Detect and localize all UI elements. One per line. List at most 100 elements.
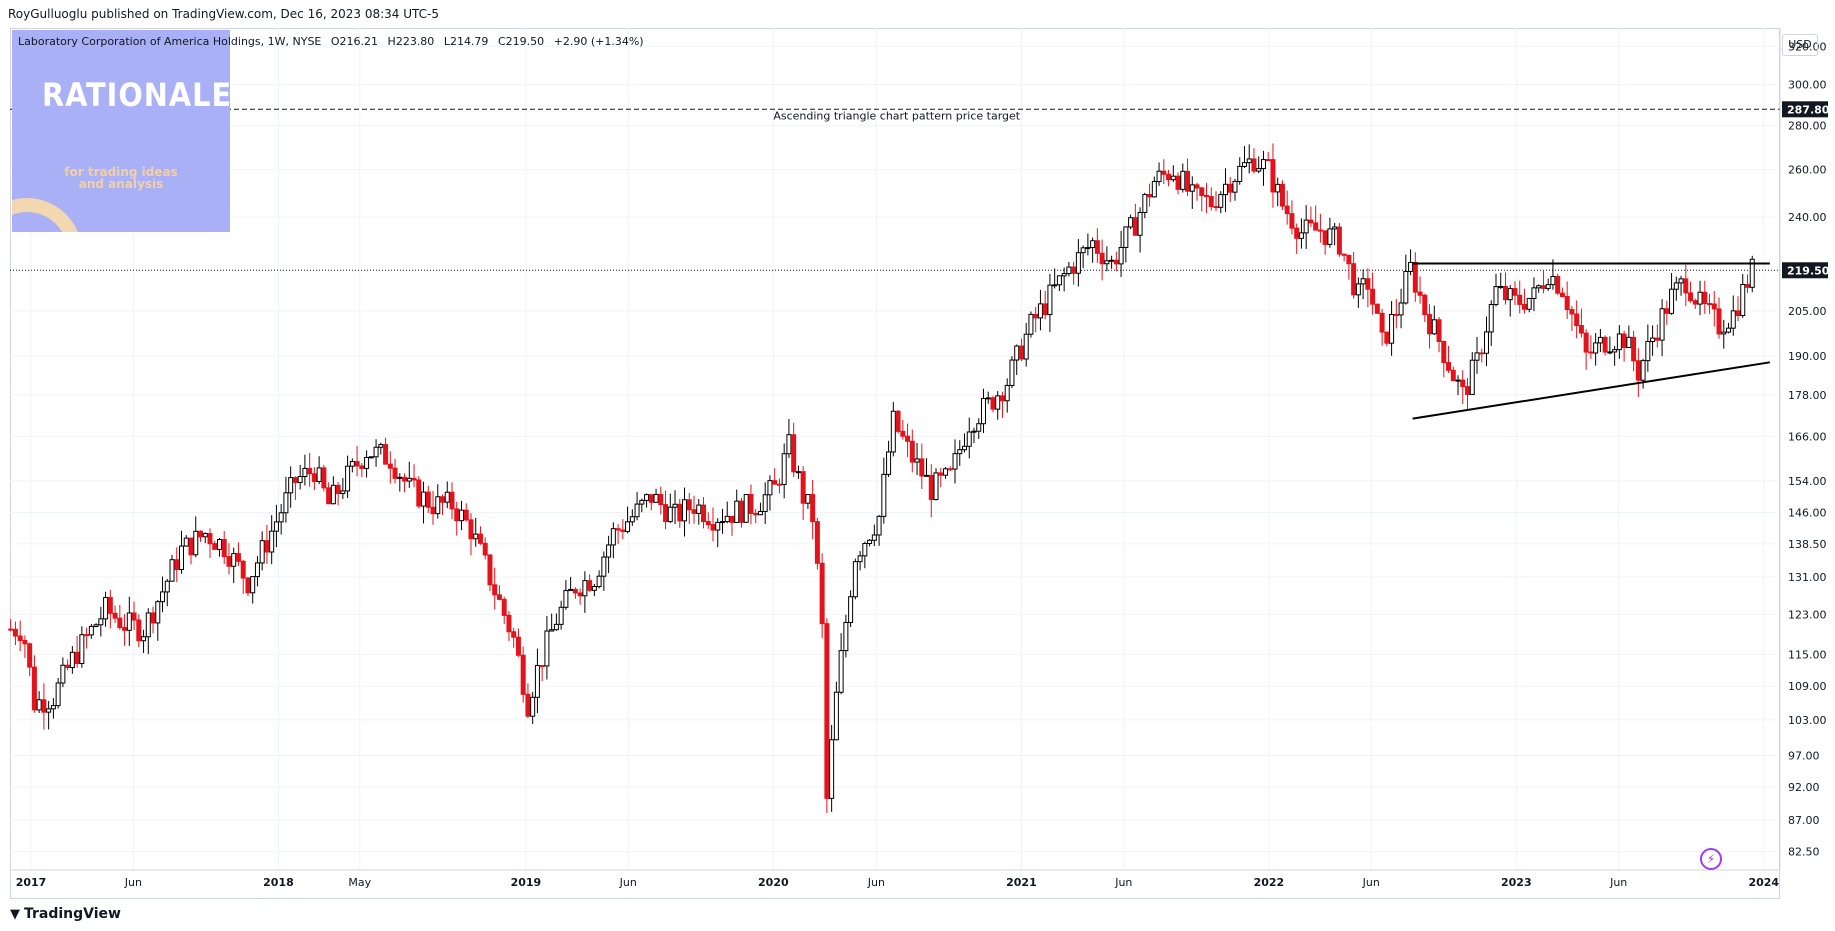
candle-up — [639, 499, 645, 505]
candle-up — [69, 651, 75, 668]
candle-up — [786, 434, 792, 455]
candle-up — [98, 618, 104, 626]
candle-up — [610, 528, 616, 546]
lightning-icon[interactable]: ⚡ — [1700, 848, 1722, 870]
candle-up — [995, 395, 1001, 410]
candle-up — [1721, 331, 1727, 335]
candle-down — [1317, 229, 1323, 232]
candle-down — [212, 543, 218, 550]
logo-title: RATIONALE — [42, 76, 230, 114]
candle-down — [1199, 187, 1205, 197]
candle-up — [653, 493, 659, 503]
candle-down — [1384, 331, 1390, 344]
candle-up — [886, 451, 892, 475]
target-price-badge: 287.80 — [1787, 103, 1830, 116]
candle-up — [724, 515, 730, 523]
candle-down — [1365, 278, 1371, 290]
candle-down — [1336, 226, 1342, 255]
tradingview-footer[interactable]: ▼ TradingView — [10, 906, 121, 922]
candle-down — [1147, 194, 1153, 198]
candle-down — [235, 553, 241, 562]
candle-up — [79, 634, 85, 665]
candle-up — [952, 453, 958, 470]
legend-change: +2.90 (+1.34%) — [553, 35, 644, 48]
time-tick-label: 2021 — [1006, 876, 1037, 889]
candle-up — [601, 556, 607, 577]
candle-down — [1692, 300, 1698, 305]
currency-selector[interactable]: USD — [1782, 34, 1818, 56]
price-tick-label: 166.00 — [1788, 430, 1827, 443]
support-trendline — [1412, 361, 1771, 420]
price-tick-label: 280.00 — [1788, 120, 1827, 133]
candle-down — [577, 592, 583, 597]
candle-up — [1037, 303, 1043, 319]
candle-down — [1213, 206, 1219, 209]
candle-up — [715, 521, 721, 531]
candle-down — [1251, 158, 1257, 172]
candle-down — [753, 512, 759, 516]
candle-up — [1545, 284, 1551, 289]
candle-up — [1550, 275, 1556, 286]
candle-down — [1502, 285, 1508, 301]
candle-up — [1061, 273, 1067, 277]
candle-down — [477, 533, 483, 544]
candle-down — [1446, 362, 1452, 371]
time-tick-label: Jun — [124, 876, 142, 889]
price-tick-label: 190.00 — [1788, 350, 1827, 363]
time-tick-label: Jun — [619, 876, 637, 889]
candle-up — [762, 494, 768, 512]
candle-down — [74, 651, 80, 665]
candle-down — [1744, 284, 1750, 288]
candle-up — [406, 477, 412, 482]
candle-up — [1180, 170, 1186, 190]
candle-down — [905, 435, 911, 442]
candle-down — [900, 430, 906, 437]
candle-down — [392, 467, 398, 479]
candle-down — [1132, 217, 1138, 236]
candle-up — [273, 521, 279, 532]
price-tick-label: 320.00 — [1788, 40, 1827, 53]
candle-down — [197, 530, 203, 538]
candle-down — [1094, 240, 1100, 254]
candle-down — [117, 617, 123, 629]
candle-up — [364, 456, 370, 469]
grid — [10, 28, 1778, 870]
candle-down — [307, 467, 313, 475]
candle-down — [1688, 292, 1694, 302]
candle-down — [1412, 261, 1418, 293]
candle-down — [383, 444, 389, 465]
candle-up — [55, 682, 61, 707]
candle-up — [1023, 333, 1029, 360]
candle-up — [682, 499, 688, 522]
candle-up — [1156, 170, 1162, 183]
candle-up — [933, 472, 939, 501]
candle-down — [705, 521, 711, 526]
candle-up — [876, 515, 882, 536]
candle-up — [1047, 284, 1053, 316]
candle-down — [663, 504, 669, 523]
candle-down — [620, 529, 626, 532]
price-tick-label: 115.00 — [1788, 648, 1827, 661]
candle-up — [757, 510, 763, 516]
candle-down — [648, 494, 654, 503]
candle-down — [1099, 252, 1105, 265]
candle-down — [107, 597, 113, 614]
candle-up — [193, 530, 199, 556]
candle-down — [824, 623, 830, 799]
candle-up — [444, 491, 450, 503]
candle-down — [1270, 159, 1276, 193]
candle-down — [800, 471, 806, 504]
legend-high: H223.80 — [387, 35, 435, 48]
candle-down — [1735, 310, 1741, 316]
candle-up — [1170, 175, 1176, 181]
candle-up — [1241, 162, 1247, 167]
candle-up — [1275, 183, 1281, 193]
candle-up — [582, 580, 588, 597]
price-tick-label: 260.00 — [1788, 164, 1827, 177]
candle-down — [1185, 170, 1191, 192]
candle-down — [814, 521, 820, 564]
candle-up — [971, 430, 977, 433]
candle-down — [677, 503, 683, 522]
candle-up — [1730, 310, 1736, 329]
